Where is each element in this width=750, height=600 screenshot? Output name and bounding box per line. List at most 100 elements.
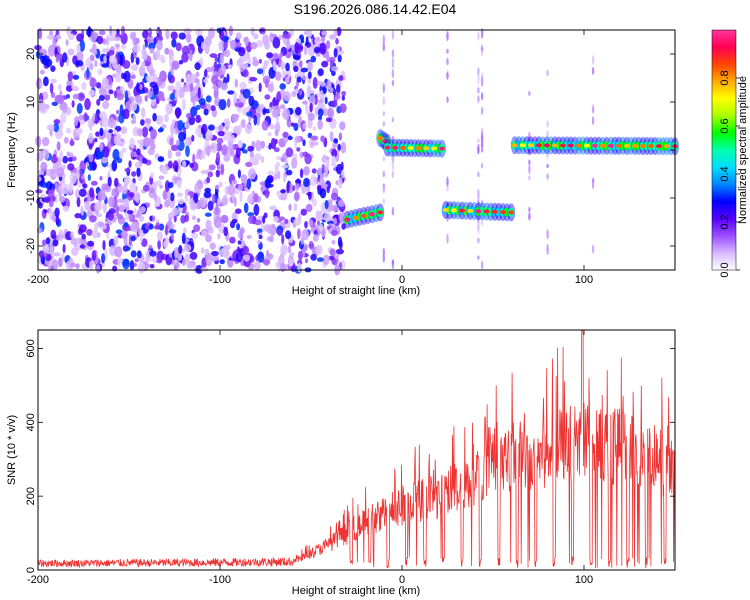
svg-text:20: 20 (25, 48, 37, 60)
spectrogram-cell (480, 27, 484, 39)
svg-text:0.4: 0.4 (719, 166, 731, 181)
spectrogram-cell (242, 149, 248, 154)
spectrogram-cell (192, 153, 196, 165)
spectrogram-cell (236, 58, 244, 67)
spectrogram-cell (195, 127, 202, 136)
spectrogram-cell (304, 221, 308, 229)
spectrogram-cell (108, 196, 115, 208)
spectrogram-cell (288, 258, 294, 263)
spectrogram-cell (96, 82, 102, 89)
spectrogram-cell (120, 126, 128, 135)
spectrogram-track (441, 201, 516, 222)
spectrogram-cell (212, 84, 218, 90)
spectrogram-cell (167, 182, 174, 189)
spectrogram-cell (446, 48, 449, 54)
spectrogram-cell (172, 160, 179, 172)
spectrogram-cell (107, 176, 112, 187)
spectrogram-cell (173, 214, 177, 223)
spectrogram-cell (245, 161, 253, 167)
spectrogram-cell (171, 60, 180, 70)
spectrogram-cell (310, 253, 317, 261)
spectrogram-cell (95, 264, 101, 274)
spectrogram-cell (300, 208, 307, 216)
spectrogram-cell (477, 172, 480, 178)
spectrogram-cell (314, 36, 322, 46)
spectrogram-cell (270, 137, 277, 150)
spectrogram-cell (123, 221, 129, 228)
spectrogram-cell (66, 151, 71, 157)
spectrogram-cell (42, 244, 50, 254)
spectrogram-cell (56, 95, 65, 105)
spectrogram-cell (338, 75, 344, 81)
spectrogram-cell (161, 123, 167, 129)
spectrogram-cell (164, 113, 169, 123)
spectrogram-cell (282, 108, 291, 120)
spectrogram-cell (71, 85, 78, 90)
spectrogram-cell (129, 260, 135, 271)
spectrogram-cell (62, 243, 66, 254)
spectrogram-cell (40, 101, 47, 113)
spectrogram-cell (134, 258, 139, 263)
spectrogram-cell (67, 157, 74, 162)
spectrogram-cell (313, 46, 321, 54)
spectrogram-cell (144, 95, 148, 102)
spectrogram-cell (331, 162, 337, 167)
spectrogram-cell (591, 106, 595, 114)
spectrogram-cell (76, 43, 81, 54)
spectrogram-cell (69, 262, 76, 268)
spectrogram-cell (214, 184, 220, 190)
spectrogram-cell (307, 29, 313, 38)
spectrogram-cell (293, 122, 299, 132)
spectrogram-cell (247, 212, 255, 217)
spectrogram-cell (54, 207, 60, 218)
spectrogram-cell (243, 181, 247, 188)
spectrogram-cell (264, 94, 271, 100)
spectrogram-cell (114, 246, 123, 258)
spectrogram-cell (220, 214, 229, 224)
svg-text:-100: -100 (209, 274, 231, 286)
spectrogram-cell (97, 191, 102, 203)
spectrogram-cell (71, 100, 75, 108)
spectrogram-cell (477, 221, 480, 232)
spectrogram-cell (480, 142, 484, 149)
spectrogram-cell (183, 227, 187, 234)
spectrogram-cell (155, 180, 162, 186)
spectrogram-cell (55, 29, 60, 36)
spectrogram-cell (299, 168, 304, 179)
spectrogram-cell (282, 33, 290, 39)
spectrogram-cell (591, 177, 595, 190)
spectrogram-cell (320, 135, 325, 143)
spectrogram-cell (477, 73, 480, 85)
spectrogram-cell (170, 233, 175, 240)
spectrogram-cell (267, 132, 272, 137)
spectrogram-cell (157, 239, 161, 250)
spectrogram-cell (117, 213, 123, 220)
spectrogram-cell (157, 54, 166, 61)
spectrogram-cell (124, 176, 131, 185)
spectrogram-cell (290, 122, 295, 127)
spectrogram-cell (317, 108, 324, 117)
spectrogram-cell (206, 145, 211, 157)
spectrogram-cell (312, 234, 319, 242)
spectrogram-tracks (343, 129, 679, 229)
spectrogram-cell (326, 220, 335, 225)
spectrogram-cell (176, 180, 182, 188)
spectrogram-cell (86, 228, 93, 236)
spectrogram-cell (99, 127, 104, 137)
spectrogram-cell (223, 118, 231, 128)
spectrogram-cell (111, 159, 118, 172)
spectrogram-cell (391, 49, 395, 58)
spectrogram-cell (111, 188, 116, 196)
spectrogram-cell (60, 111, 67, 124)
spectrogram-cell (253, 114, 258, 126)
spectrogram-cell (327, 107, 334, 119)
spectrogram-cell (203, 78, 209, 84)
spectrogram-cell (308, 94, 316, 106)
spectrogram-cell (295, 179, 302, 184)
spectrogram-cell (65, 127, 72, 134)
spectrogram-cell (210, 145, 215, 150)
spectrogram-cell (316, 167, 323, 176)
spectrogram-cell (219, 259, 225, 265)
spectrogram-y-ticks: -20 -10 0 10 20 (25, 48, 675, 254)
spectrogram-cell (87, 240, 95, 247)
